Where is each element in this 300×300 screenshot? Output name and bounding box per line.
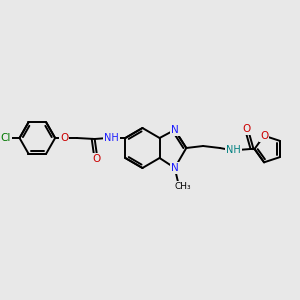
Text: O: O: [92, 154, 101, 164]
Text: N: N: [171, 163, 178, 173]
Text: O: O: [260, 131, 268, 141]
Text: NH: NH: [226, 145, 241, 155]
Text: O: O: [242, 124, 251, 134]
Text: Cl: Cl: [1, 133, 11, 143]
Text: O: O: [60, 133, 68, 143]
Text: NH: NH: [104, 133, 119, 143]
Text: CH₃: CH₃: [174, 182, 191, 191]
Text: N: N: [171, 125, 178, 135]
